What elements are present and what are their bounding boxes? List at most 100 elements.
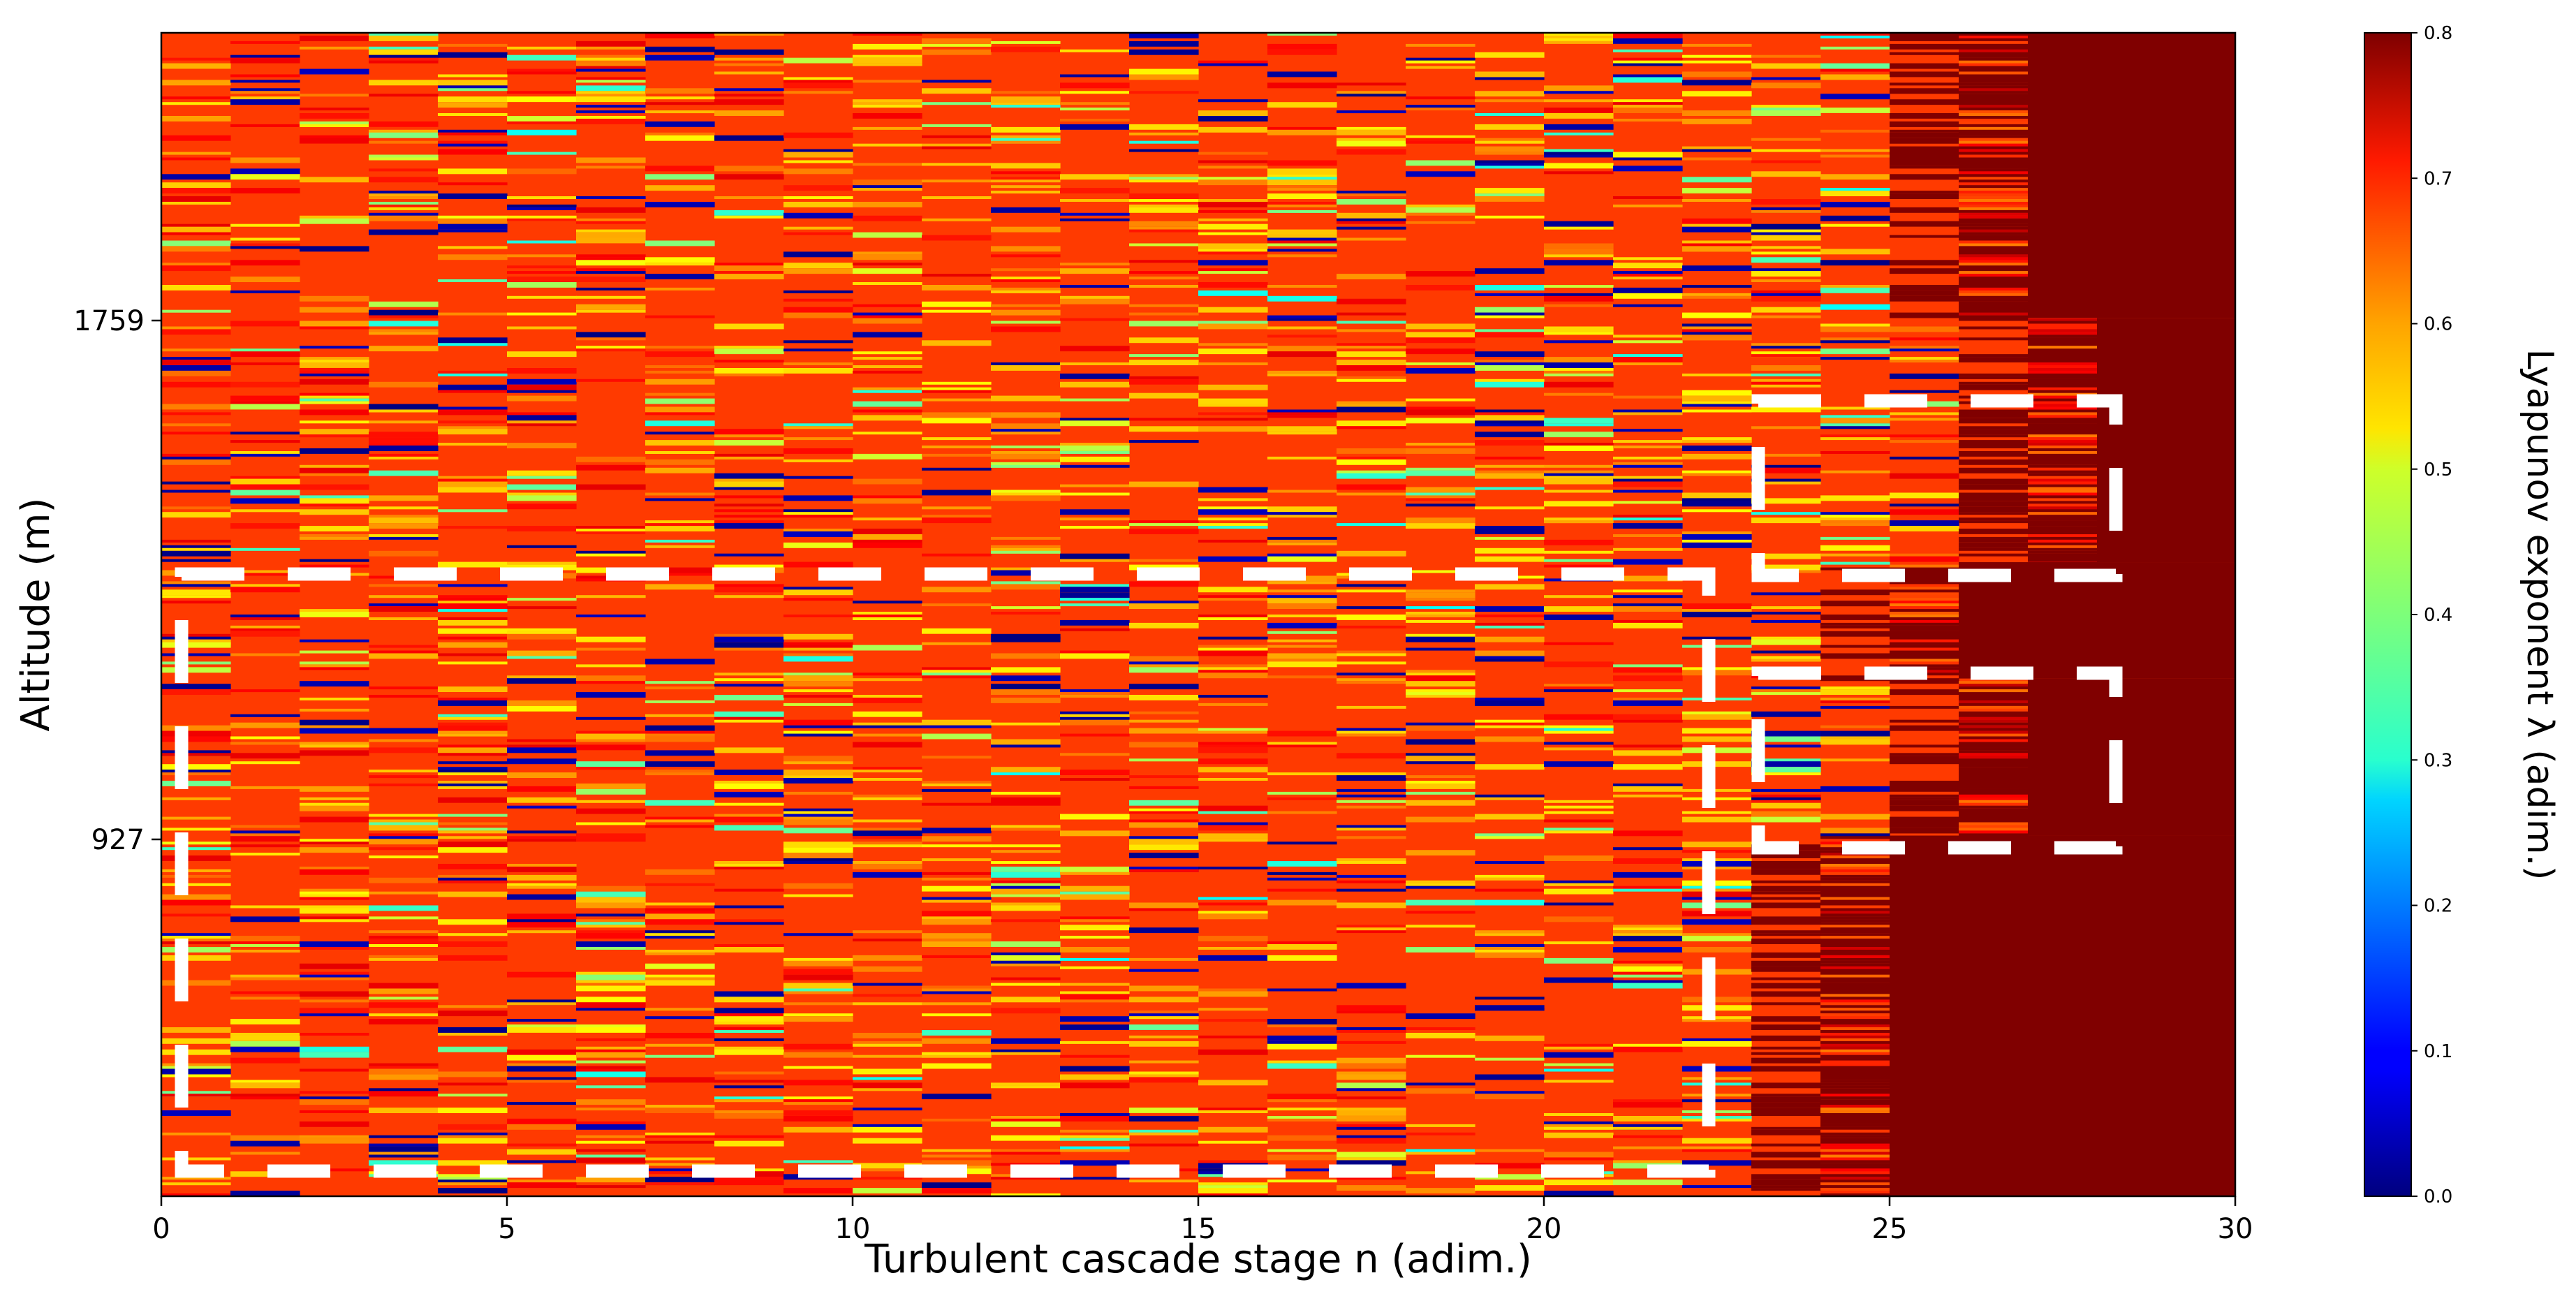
heatmap-cell <box>507 168 577 175</box>
heatmap-cell <box>1198 243 1268 249</box>
heatmap-cell <box>1751 811 1821 817</box>
heatmap-cell <box>714 94 784 97</box>
heatmap-cell <box>1129 337 1199 344</box>
heatmap-cell <box>1820 736 1890 740</box>
heatmap-cell <box>783 991 853 994</box>
heatmap-cell <box>576 675 646 682</box>
heatmap-cell <box>1475 329 1545 332</box>
heatmap-cell <box>161 182 231 189</box>
heatmap-cell <box>645 819 715 823</box>
colorbar-scale <box>2364 32 2412 1197</box>
heatmap-cell <box>1544 761 1614 767</box>
heatmap-cell <box>714 791 784 797</box>
heatmap-cell <box>300 698 369 700</box>
heatmap-cell <box>1751 378 1821 382</box>
heatmap-cell <box>438 1177 508 1183</box>
heatmap-cell <box>2028 443 2098 446</box>
heatmap-cell <box>645 523 715 529</box>
colorbar-tick-label: 0.6 <box>2424 314 2452 335</box>
heatmap-cell <box>161 559 231 562</box>
heatmap-cell <box>1406 1152 1475 1155</box>
heatmap-cell <box>1959 271 2029 277</box>
heatmap-cell <box>1267 326 1337 330</box>
heatmap-cell <box>991 279 1061 282</box>
heatmap-cell <box>783 883 853 889</box>
heatmap-cell <box>1198 911 1268 914</box>
heatmap-cell <box>2028 559 2098 562</box>
heatmap-cell <box>438 661 508 665</box>
heatmap-cell <box>369 168 439 172</box>
heatmap-cell <box>1198 384 1268 390</box>
heatmap-cell <box>1890 191 1959 194</box>
heatmap-cell <box>1337 129 1406 135</box>
heatmap-cell <box>991 1082 1061 1086</box>
heatmap-cell <box>1267 955 1337 961</box>
heatmap-cell <box>1890 146 1959 152</box>
heatmap-cell <box>1820 340 1890 344</box>
heatmap-cell <box>1198 1035 1268 1038</box>
heatmap-cell <box>576 1185 646 1189</box>
heatmap-cell <box>1267 595 1337 601</box>
heatmap-cell <box>1682 888 1752 892</box>
heatmap-cell <box>369 825 439 831</box>
heatmap-cell <box>1406 495 1475 499</box>
heatmap-cell <box>1890 622 1959 626</box>
heatmap-cell <box>230 484 300 490</box>
heatmap-cell <box>1129 179 1199 183</box>
heatmap-cell <box>714 1113 784 1119</box>
heatmap-cell <box>300 841 369 845</box>
heatmap-cell <box>1751 612 1821 615</box>
heatmap-cell <box>1475 1094 1545 1100</box>
heatmap-cell <box>1959 418 2029 424</box>
heatmap-cell <box>1959 212 2029 216</box>
heatmap-cell <box>1267 1154 1337 1161</box>
heatmap-cell <box>300 897 369 900</box>
heatmap-cell <box>1682 149 1752 152</box>
heatmap-cell <box>1406 1088 1475 1094</box>
heatmap-cell <box>2028 517 2098 521</box>
heatmap-cell <box>1337 705 1406 709</box>
heatmap-cell <box>783 290 853 293</box>
heatmap-cell <box>1198 672 1268 679</box>
heatmap-cell <box>1959 260 2029 263</box>
heatmap-cell <box>1682 110 1752 116</box>
heatmap-cell <box>576 1024 646 1028</box>
heatmap-cell <box>1820 864 1890 869</box>
heatmap-cell <box>1820 689 1890 695</box>
heatmap-cell <box>1959 199 2029 205</box>
heatmap-cell <box>1751 885 1821 892</box>
heatmap-cell <box>853 1077 922 1080</box>
heatmap-cell <box>507 204 577 207</box>
heatmap-cell <box>1820 927 1890 934</box>
heatmap-cell <box>922 467 992 471</box>
heatmap-cell <box>1060 484 1130 487</box>
heatmap-cell <box>2028 406 2098 410</box>
heatmap-cell <box>783 703 853 706</box>
heatmap-cell <box>783 841 853 848</box>
heatmap-cell <box>438 933 508 936</box>
heatmap-cell <box>369 432 439 438</box>
heatmap-cell <box>1959 354 2029 358</box>
heatmap-cell <box>1406 523 1475 529</box>
heatmap-cell <box>853 143 922 147</box>
heatmap-cell <box>922 828 992 834</box>
heatmap-cell <box>1337 1138 1406 1144</box>
heatmap-cell <box>714 784 784 789</box>
heatmap-cell <box>1959 700 2029 703</box>
heatmap-cell <box>161 689 231 695</box>
heatmap-cell <box>991 1052 1061 1055</box>
heatmap-cell <box>991 304 1061 307</box>
heatmap-cell <box>576 933 646 939</box>
heatmap-cell <box>1475 487 1545 490</box>
heatmap-cell <box>1475 794 1545 800</box>
heatmap-cell <box>1337 365 1406 371</box>
heatmap-cell <box>161 764 231 770</box>
heatmap-cell <box>922 991 992 994</box>
heatmap-cell <box>1890 689 1959 695</box>
heatmap-cell <box>991 41 1061 44</box>
heatmap-cell <box>1890 595 1959 601</box>
heatmap-cell <box>1198 902 1268 906</box>
heatmap-cell <box>2028 368 2098 371</box>
heatmap-cell <box>1475 285 1545 291</box>
heatmap-cell <box>1129 664 1199 670</box>
